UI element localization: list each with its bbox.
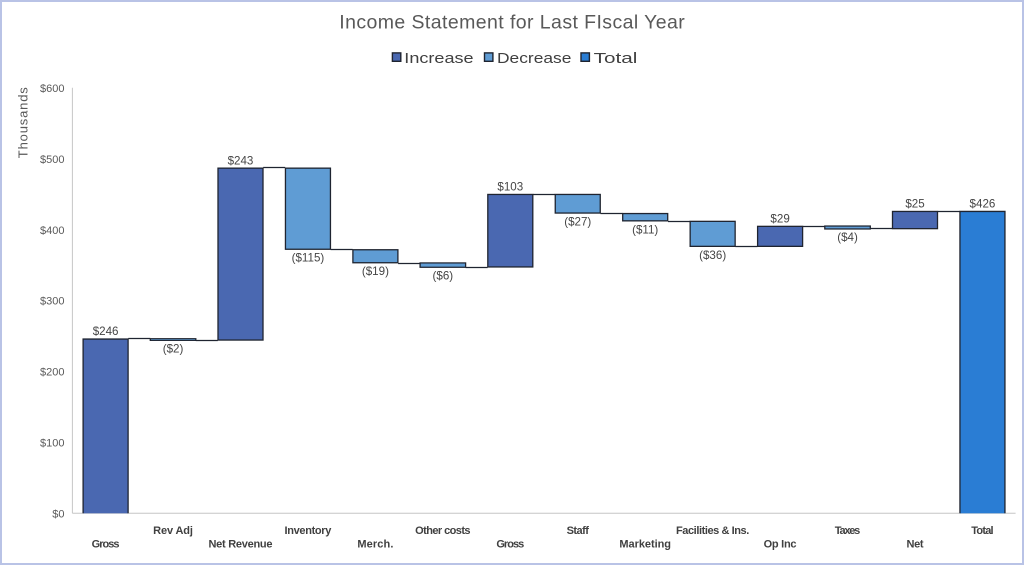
svg-text:($115): ($115) <box>292 252 325 265</box>
svg-text:Increase: Increase <box>404 50 473 67</box>
svg-text:Facilities & Ins.: Facilities & Ins. <box>676 525 749 537</box>
svg-text:Decrease: Decrease <box>497 50 571 67</box>
svg-text:Income Statement for Last FIsc: Income Statement for Last FIscal Year <box>339 11 685 33</box>
svg-text:($11): ($11) <box>632 223 658 236</box>
svg-text:Net Revenue: Net Revenue <box>209 539 273 551</box>
svg-text:$25: $25 <box>905 198 924 211</box>
svg-text:$300: $300 <box>40 296 64 308</box>
svg-text:$200: $200 <box>40 367 64 379</box>
svg-text:Total: Total <box>594 50 638 67</box>
svg-text:($2): ($2) <box>163 343 184 356</box>
svg-text:Gross: Gross <box>496 539 524 551</box>
svg-text:Other costs: Other costs <box>415 525 470 537</box>
svg-text:$400: $400 <box>40 225 64 237</box>
svg-text:$103: $103 <box>497 181 523 194</box>
svg-text:$100: $100 <box>40 438 64 450</box>
svg-text:($27): ($27) <box>564 216 591 229</box>
svg-text:($4): ($4) <box>837 231 858 244</box>
svg-text:$0: $0 <box>52 509 64 521</box>
svg-text:Merch.: Merch. <box>357 539 393 551</box>
svg-text:($19): ($19) <box>362 265 389 278</box>
svg-text:$243: $243 <box>228 154 254 167</box>
svg-text:Staff: Staff <box>567 525 590 537</box>
svg-text:($6): ($6) <box>433 269 454 282</box>
svg-text:$29: $29 <box>770 213 789 226</box>
svg-text:Inventory: Inventory <box>285 525 333 537</box>
svg-text:$246: $246 <box>93 325 119 338</box>
svg-text:Taxes: Taxes <box>835 525 861 537</box>
svg-text:($36): ($36) <box>699 249 726 262</box>
svg-text:Gross: Gross <box>92 539 120 551</box>
svg-text:Op Inc: Op Inc <box>764 539 797 551</box>
svg-text:Net: Net <box>907 539 924 551</box>
svg-text:$426: $426 <box>970 198 996 211</box>
svg-text:$600: $600 <box>40 83 64 95</box>
svg-text:Total: Total <box>971 525 993 537</box>
svg-text:$500: $500 <box>40 154 64 166</box>
svg-text:Rev Adj: Rev Adj <box>153 525 193 537</box>
svg-text:Thousands: Thousands <box>15 87 30 159</box>
svg-text:Marketing: Marketing <box>619 539 671 551</box>
